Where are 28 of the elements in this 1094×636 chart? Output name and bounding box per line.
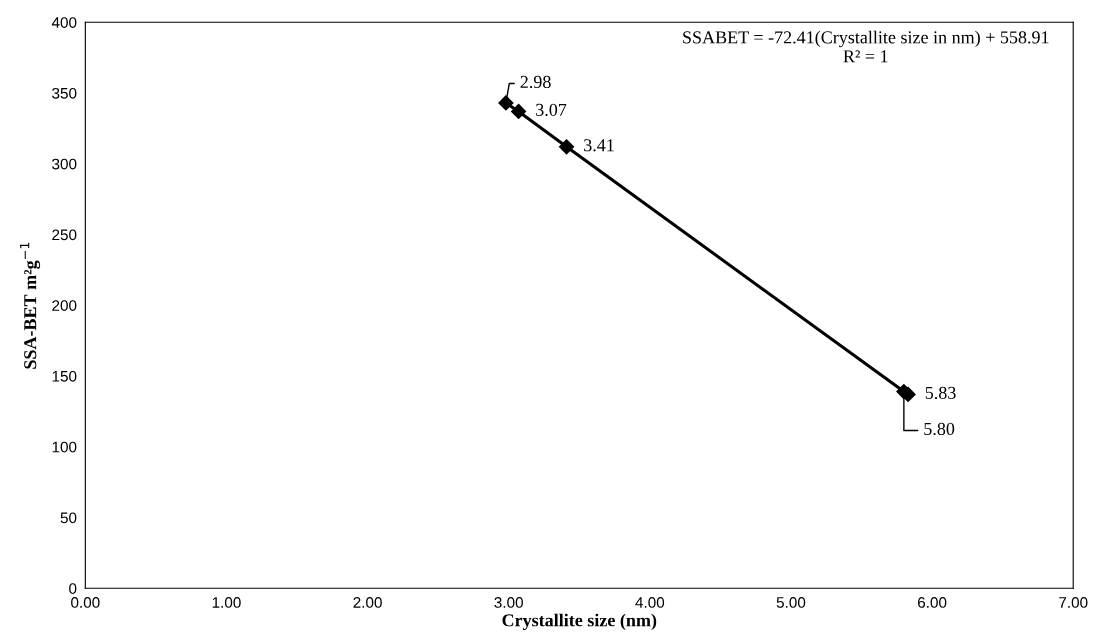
y-tick-label: 250 (52, 229, 77, 241)
y-tick-label: 350 (52, 87, 77, 99)
y-axis-title: SSA-BET m²g$^{−1}$ (20, 242, 41, 369)
x-tick-label: 4.00 (635, 597, 665, 608)
x-tick-label: 6.00 (918, 597, 947, 608)
x-tick-label: 7.00 (1059, 597, 1088, 608)
y-tick-label: 300 (52, 158, 77, 170)
text: 3.41 (584, 139, 614, 152)
x-tick-label: 1.00 (212, 597, 241, 608)
x-tick-label: 2.00 (353, 597, 382, 608)
x-tick-label: 3.00 (494, 597, 523, 608)
y-tick-label: 400 (51, 17, 77, 28)
y-tick-label: 100 (52, 441, 77, 453)
x-tick-label: 0.00 (71, 597, 100, 608)
y-tick-label: 0 (69, 583, 77, 594)
y-tick-label: 200 (52, 300, 77, 311)
point (559, 139, 575, 155)
text: 5.80 (924, 422, 955, 436)
text: 3.07 (536, 103, 567, 117)
text: 5.83 (925, 386, 956, 400)
y-tick-label: 50 (60, 512, 77, 524)
point (511, 103, 527, 119)
y-tick-label: 150 (52, 370, 77, 382)
x-tick-label: 5.00 (776, 597, 806, 608)
x-axis-title: Crystallite size (nm) (502, 613, 657, 631)
annotation: SSABET = -72.41(Crystallite size in nm) + 558.91 R² = 1 (683, 30, 1049, 63)
text: 2.98 (520, 75, 551, 89)
point (498, 95, 514, 111)
